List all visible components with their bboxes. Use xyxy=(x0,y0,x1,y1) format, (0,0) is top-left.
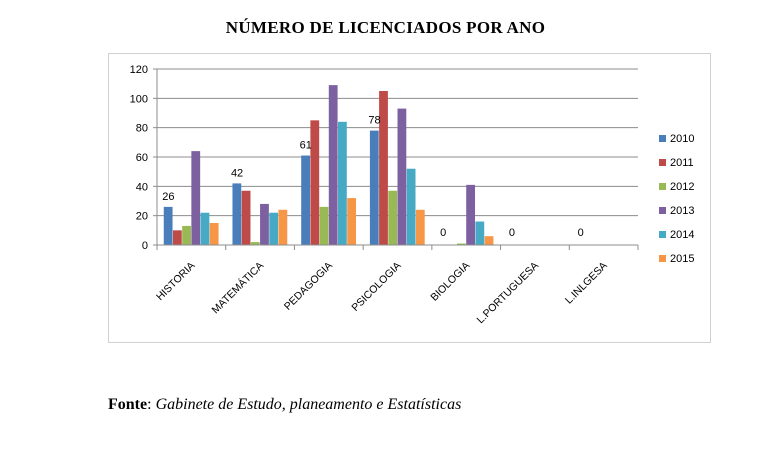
bar-2012-4 xyxy=(457,243,466,245)
y-tick-label: 120 xyxy=(130,64,148,76)
bar-2010-1 xyxy=(232,183,242,245)
data-label: 0 xyxy=(578,227,584,239)
bar-2012-3 xyxy=(388,190,398,245)
y-tick-label: 40 xyxy=(136,181,148,193)
y-tick-label: 80 xyxy=(136,123,148,135)
bar-2011-3 xyxy=(379,91,388,245)
y-tick-label: 60 xyxy=(136,152,148,164)
legend-label: 2012 xyxy=(670,181,694,193)
bar-2012-1 xyxy=(250,242,260,245)
x-tick-label: HISTORIA xyxy=(154,260,197,303)
legend-swatch xyxy=(659,135,666,142)
bar-2014-1 xyxy=(269,212,279,245)
legend-swatch xyxy=(659,231,666,238)
bar-2015-0 xyxy=(209,223,219,245)
data-label: 61 xyxy=(300,140,312,152)
chart-title: NÚMERO DE LICENCIADOS POR ANO xyxy=(225,18,546,37)
y-axis: 0 20 40 60 80 100 120 xyxy=(130,64,158,252)
bar-2014-4 xyxy=(475,221,485,245)
data-label: 42 xyxy=(231,167,243,179)
source-separator: : xyxy=(147,396,152,413)
x-axis: HISTORIA MATEMÁTICA PEDAGOGIA PSICOLOGIA BIO… xyxy=(154,244,639,327)
bar-2013-1 xyxy=(260,203,269,245)
source-note: Fonte: Gabinete de Estudo, planeamento e… xyxy=(108,396,461,414)
legend-swatch xyxy=(659,255,666,262)
bar-2010-2 xyxy=(301,155,310,245)
bar-2010-3 xyxy=(369,130,379,245)
legend-label: 2014 xyxy=(670,229,694,241)
x-tick-label: L.INLGESA xyxy=(563,260,610,307)
data-labels: 26 42 61 78 0 0 0 xyxy=(162,115,583,239)
data-label: 78 xyxy=(368,115,380,127)
legend-swatch xyxy=(659,207,666,214)
bar-2015-4 xyxy=(484,236,494,245)
legend-swatch xyxy=(659,159,666,166)
y-tick-label: 100 xyxy=(130,93,148,105)
x-tick-label: PEDAGOGIA xyxy=(282,260,335,313)
bar-2012-0 xyxy=(182,225,191,245)
data-label: 0 xyxy=(440,227,446,239)
bar-2015-3 xyxy=(415,209,425,245)
bar-2011-0 xyxy=(172,230,182,245)
bar-2014-0 xyxy=(200,212,210,245)
bar-2015-1 xyxy=(278,209,288,245)
bar-2014-2 xyxy=(337,121,347,245)
legend-swatch xyxy=(659,183,666,190)
legend-label: 2011 xyxy=(670,157,694,169)
x-tick-label: PSICOLOGIA xyxy=(349,260,403,314)
bar-2010-0 xyxy=(163,206,173,245)
x-tick-label: BIOLOGIA xyxy=(428,260,472,304)
data-label: 26 xyxy=(162,191,174,203)
legend: 2010 2011 2012 2013 2014 2015 xyxy=(659,133,694,265)
x-tick-label: L.PORTUGUESA xyxy=(475,260,542,327)
legend-label: 2015 xyxy=(670,253,694,265)
bar-2013-3 xyxy=(397,108,407,245)
bar-2011-1 xyxy=(241,190,251,245)
bar-2014-3 xyxy=(406,168,416,245)
y-tick-label: 0 xyxy=(142,240,148,252)
bar-2013-0 xyxy=(191,151,201,245)
bars xyxy=(163,85,494,245)
source-label: Fonte xyxy=(108,396,148,413)
source-text: Gabinete de Estudo, planeamento e Estatí… xyxy=(155,396,462,413)
bar-2013-4 xyxy=(466,184,476,245)
legend-label: 2010 xyxy=(670,133,694,145)
bar-2013-2 xyxy=(328,85,338,245)
bar-2015-2 xyxy=(347,198,356,245)
y-tick-label: 20 xyxy=(136,211,148,223)
data-label: 0 xyxy=(509,227,515,239)
bar-2011-2 xyxy=(310,120,320,245)
bar-2012-2 xyxy=(319,206,329,245)
x-tick-label: MATEMÁTICA xyxy=(209,259,266,316)
legend-label: 2013 xyxy=(670,205,694,217)
